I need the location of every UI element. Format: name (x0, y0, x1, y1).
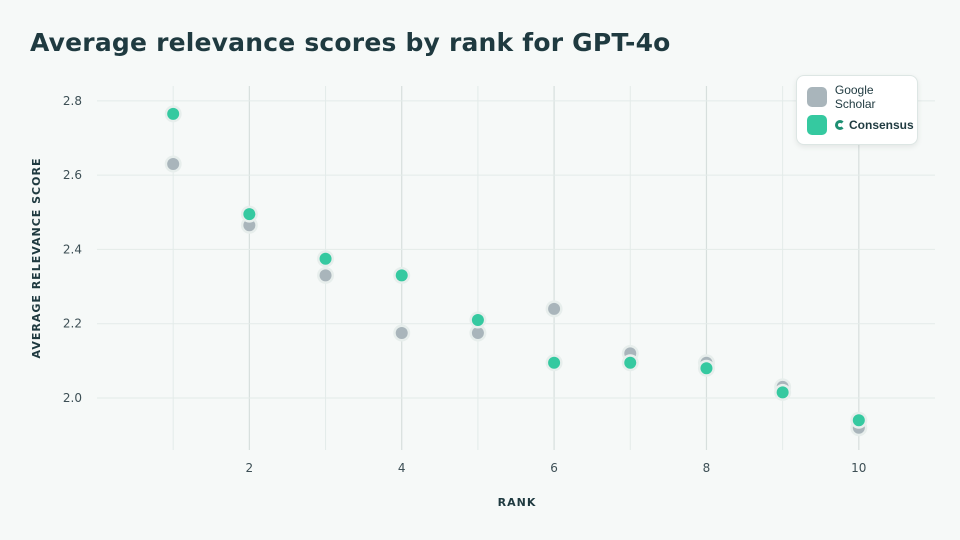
legend-label-consensus: Consensus (849, 118, 914, 132)
x-tick-label: 8 (703, 461, 711, 475)
y-tick-label: 2.2 (63, 317, 82, 331)
data-point-google-scholar (243, 219, 256, 232)
chart-title: Average relevance scores by rank for GPT… (30, 28, 671, 57)
data-point-google-scholar (548, 302, 561, 315)
y-tick-label: 2.6 (63, 168, 82, 182)
data-point-consensus (548, 356, 561, 369)
legend-swatch-consensus (807, 115, 827, 135)
y-axis-label: AVERAGE RELEVANCE SCORE (30, 158, 43, 359)
legend-label-google-scholar: Google Scholar (834, 83, 876, 111)
data-point-consensus (700, 362, 713, 375)
y-axis-ticks: 2.0 2.2 2.4 2.6 2.8 (63, 94, 82, 405)
x-tick-label: 4 (398, 461, 406, 475)
data-point-consensus (319, 252, 332, 265)
data-point-consensus (624, 356, 637, 369)
data-point-consensus (852, 414, 865, 427)
data-point-consensus (471, 314, 484, 326)
x-axis-label: RANK (498, 496, 537, 509)
legend-item-google-scholar: Google Scholar (807, 83, 917, 111)
y-tick-label: 2.8 (63, 94, 82, 108)
data-point-google-scholar (471, 327, 484, 339)
grid (97, 86, 935, 450)
x-tick-label: 6 (550, 461, 558, 475)
data-point-consensus (167, 107, 180, 120)
legend: Google Scholar Consensus (796, 75, 918, 145)
data-point-google-scholar (319, 269, 332, 282)
data-point-consensus (776, 386, 789, 399)
x-tick-label: 10 (851, 461, 866, 475)
data-point-consensus (243, 208, 256, 221)
legend-item-consensus: Consensus (807, 115, 914, 135)
data-point-google-scholar (395, 327, 408, 339)
y-tick-label: 2.0 (63, 391, 82, 405)
legend-swatch-google-scholar (807, 87, 827, 107)
x-axis-ticks: 2 4 6 8 10 (246, 461, 867, 475)
data-point-consensus (395, 269, 408, 282)
data-point-google-scholar (167, 158, 180, 170)
consensus-logo-icon (835, 120, 845, 130)
x-tick-label: 2 (246, 461, 254, 475)
y-tick-label: 2.4 (63, 242, 82, 256)
data-points (164, 105, 868, 437)
